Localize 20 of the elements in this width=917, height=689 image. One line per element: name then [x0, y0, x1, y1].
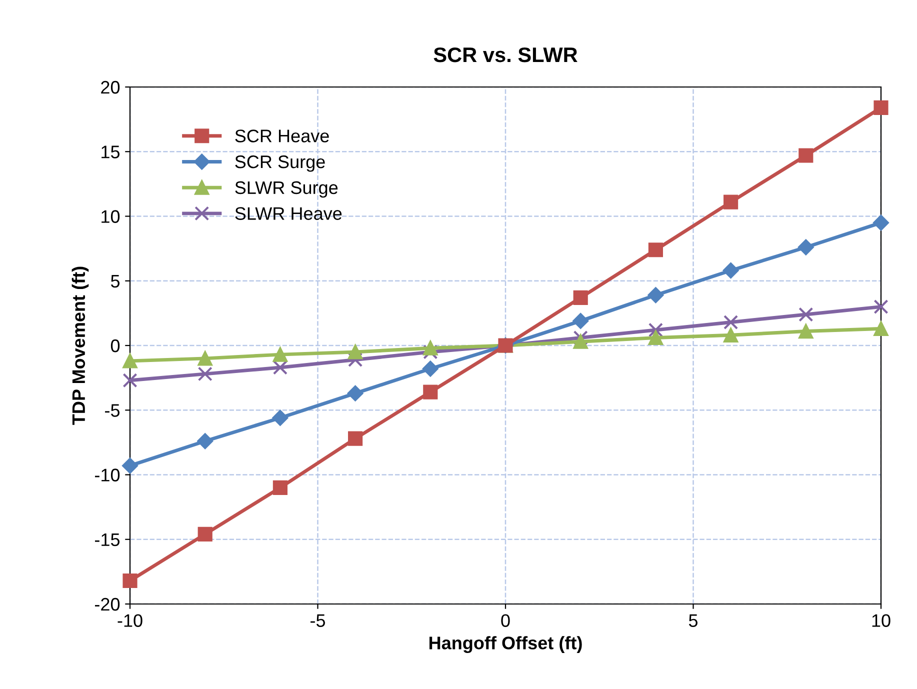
chart-title: SCR vs. SLWR	[434, 47, 578, 62]
y-tick-label: 10	[102, 210, 120, 223]
legend-label: SCR Surge	[235, 155, 325, 172]
x-tick-label: 0	[501, 614, 510, 627]
y-tick-label: 20	[101, 80, 120, 94]
y-tick-label: -15	[94, 533, 120, 546]
x-tick-label: 5	[688, 614, 698, 627]
y-tick-label: -10	[94, 468, 120, 482]
y-axis-title: TDP Movement (ft)	[72, 266, 89, 425]
legend-label: SLWR Surge	[235, 181, 338, 198]
y-tick-label: 5	[110, 274, 120, 288]
x-tick-label: 10	[872, 614, 890, 627]
y-tick-label: 0	[110, 339, 120, 352]
y-tick-label: -20	[94, 598, 120, 611]
legend-label: SCR Heave	[235, 130, 329, 142]
y-tick-label: 15	[102, 146, 120, 158]
y-tick-label: -5	[105, 404, 120, 417]
x-axis-title: Hangoff Offset (ft)	[429, 636, 582, 654]
x-tick-label: -5	[310, 614, 326, 627]
legend-label: SLWR Heave	[235, 207, 342, 220]
